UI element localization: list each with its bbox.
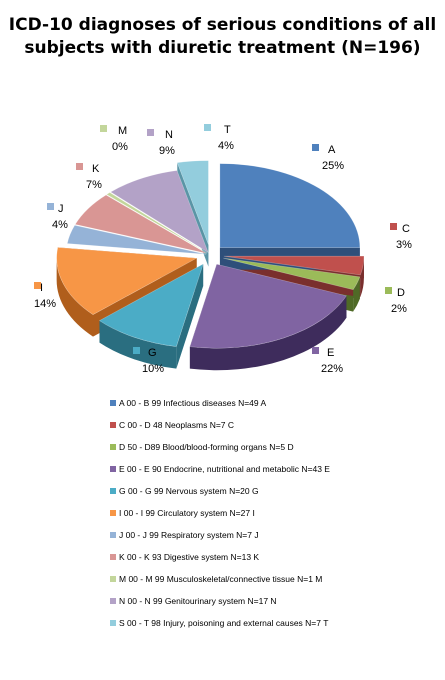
legend-swatch [110,488,116,494]
pie-tops [56,160,365,349]
label-swatch-C [390,223,397,230]
slice-side-C [360,256,364,297]
label-swatch-E [312,347,319,354]
slice-pct-I: 14% [34,298,56,310]
slice-label-J: J [58,203,64,215]
legend-text: A 00 - B 99 Infectious diseases N=49 A [119,398,267,408]
label-swatch-J [47,203,54,210]
slice-C [223,255,365,276]
legend-swatch [110,620,116,626]
legend-text: J 00 - J 99 Respiratory system N=7 J [119,530,259,540]
legend-swatch [110,466,116,472]
slice-pct-D: 2% [391,303,407,315]
slice-K [74,194,207,254]
slice-D [223,257,361,291]
legend-item: A 00 - B 99 Infectious diseases N=49 A [110,398,440,409]
slice-label-A: A [328,144,336,156]
pie-labels: A 25% C 3% D 2% E 22% G 10% I 14% J 4% K 7% M 0% N 9% T 4% [34,124,412,375]
label-swatch-G [133,347,140,354]
slice-pct-E: 22% [321,363,343,375]
label-swatch-T [204,124,211,131]
legend-swatch [110,444,116,450]
legend-swatch [110,598,116,604]
slice-side-G [99,320,177,369]
slice-pct-G: 10% [142,363,164,375]
chart-title-line-2: subjects with diuretic treatment (N=196) [24,38,421,58]
slice-I [56,247,198,315]
legend-text: K 00 - K 93 Digestive system N=13 K [119,552,260,562]
legend-text: C 00 - D 48 Neoplasms N=7 C [119,420,235,430]
slice-J [66,224,207,255]
slice-label-D: D [397,287,405,299]
legend: A 00 - B 99 Infectious diseases N=49 A C … [110,398,440,640]
slice-pct-J: 4% [52,219,68,231]
legend-item: C 00 - D 48 Neoplasms N=7 C [110,420,440,431]
slice-pct-K: 7% [86,179,102,191]
label-swatch-K [76,163,83,170]
slice-T [176,160,209,245]
legend-swatch [110,510,116,516]
label-swatch-N [147,129,154,136]
legend-item: N 00 - N 99 Genitourinary system N=17 N [110,596,440,607]
legend-swatch [110,422,116,428]
slice-pct-M: 0% [112,141,128,153]
legend-item: E 00 - E 90 Endocrine, nutritional and m… [110,464,440,475]
legend-item: D 50 - D89 Blood/blood-forming organs N=… [110,442,440,453]
chart-title-line-1: ICD-10 diagnoses of serious conditions o… [8,15,437,35]
slice-label-M: M [118,125,127,137]
pie-chart: A 25% C 3% D 2% E 22% G 10% I 14% J 4% K 7% M 0% N 9% T 4% [34,124,412,375]
legend-text: N 00 - N 99 Genitourinary system N=17 N [119,596,277,606]
legend-swatch [110,576,116,582]
slice-N [110,170,209,254]
slice-A [219,163,361,248]
slice-pct-T: 4% [218,140,234,152]
chart-title: ICD-10 diagnoses of serious conditions o… [0,14,445,60]
slice-label-T: T [224,124,231,136]
slice-side-E [189,295,347,371]
legend-item: J 00 - J 99 Respiratory system N=7 J [110,530,440,541]
legend-swatch [110,532,116,538]
label-swatch-A [312,144,319,151]
legend-item: M 00 - M 99 Musculoskeletal/connective t… [110,574,440,585]
legend-item: K 00 - K 93 Digestive system N=13 K [110,552,440,563]
legend-text: S 00 - T 98 Injury, poisoning and extern… [119,618,329,628]
slice-label-K: K [92,163,100,175]
legend-text: M 00 - M 99 Musculoskeletal/connective t… [119,574,323,584]
legend-text: E 00 - E 90 Endocrine, nutritional and m… [119,464,330,474]
slice-pct-C: 3% [396,239,412,251]
slice-side-D [353,276,360,312]
slice-M [106,192,208,254]
legend-item: G 00 - G 99 Nervous system N=20 G [110,486,440,497]
legend-swatch [110,554,116,560]
slice-side-I [56,258,94,337]
slice-E [189,263,347,349]
slice-label-G: G [148,347,157,359]
legend-item: S 00 - T 98 Injury, poisoning and extern… [110,618,440,629]
slice-cut-G-0 [176,264,204,369]
slice-label-C: C [402,223,410,235]
slice-label-E: E [327,347,334,359]
label-swatch-M [100,125,107,132]
label-swatch-D [385,287,392,294]
label-swatch-I [34,282,41,289]
slice-pct-A: 25% [322,160,344,172]
legend-item: I 00 - I 99 Circulatory system N=27 I [110,508,440,519]
slice-label-N: N [165,129,173,141]
legend-text: I 00 - I 99 Circulatory system N=27 I [119,508,255,518]
legend-text: D 50 - D89 Blood/blood-forming organs N=… [119,442,294,452]
legend-swatch [110,400,116,406]
slice-label-I: I [40,282,43,294]
legend-text: G 00 - G 99 Nervous system N=20 G [119,486,259,496]
slice-pct-N: 9% [159,145,175,157]
slice-G [98,263,204,347]
